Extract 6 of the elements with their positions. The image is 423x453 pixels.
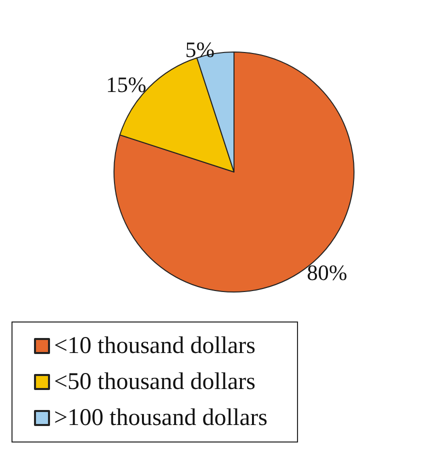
legend-label: >100 thousand dollars (54, 405, 268, 431)
data-label: 15% (106, 72, 146, 97)
data-label: 5% (185, 37, 215, 62)
legend-label: <10 thousand dollars (54, 333, 256, 359)
legend-label: <50 thousand dollars (54, 369, 256, 395)
data-label: 80% (306, 260, 348, 285)
